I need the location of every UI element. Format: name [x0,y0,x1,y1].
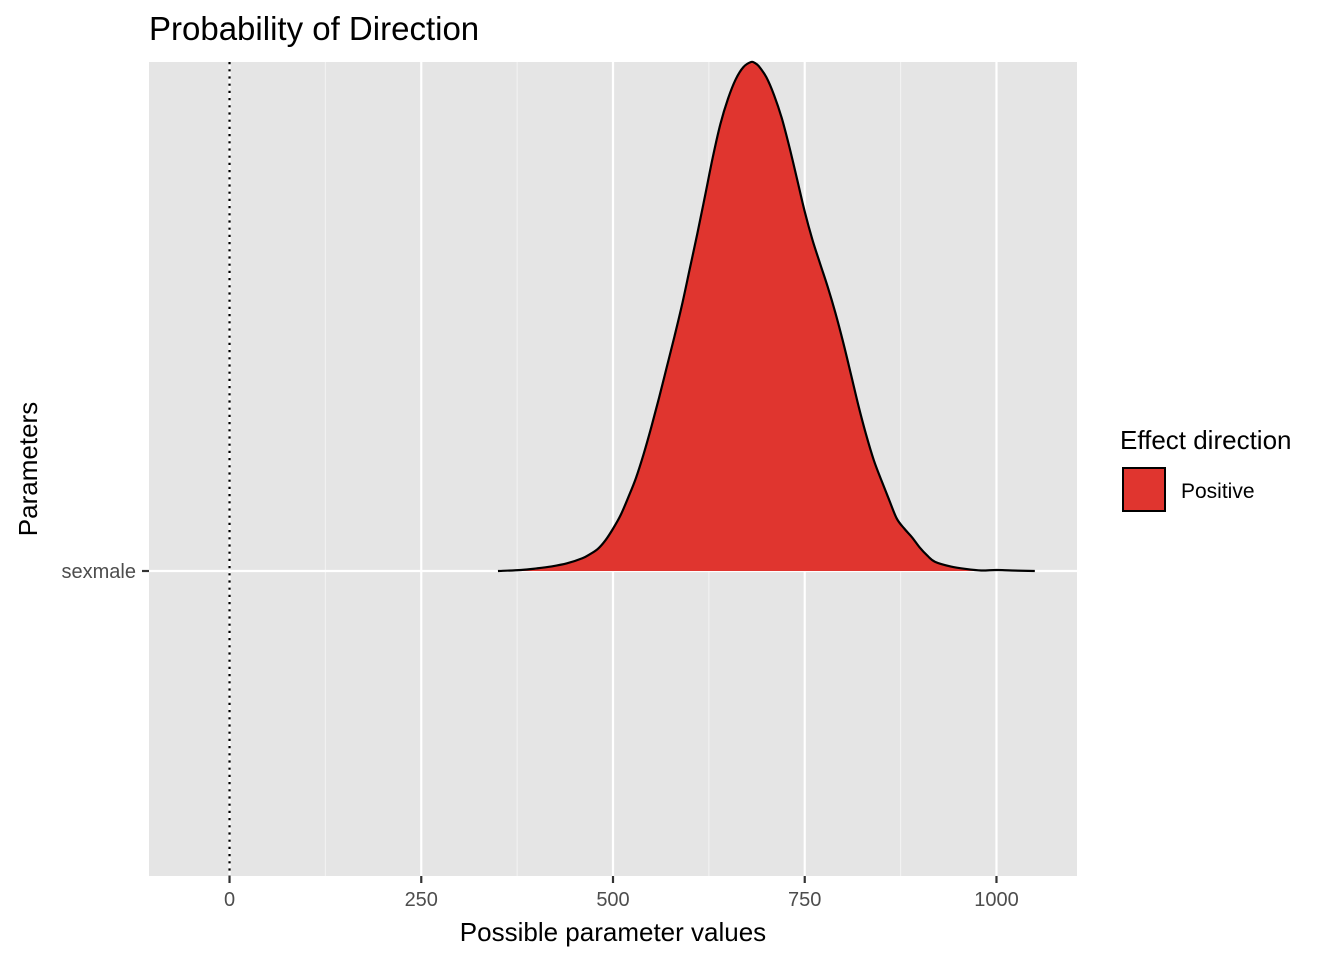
legend: Effect direction Positive [1120,425,1292,512]
x-axis: 0 250 500 750 1000 [224,876,1019,911]
y-axis: sexmale [62,561,149,583]
x-tick-label: 250 [405,889,438,911]
legend-title: Effect direction [1120,425,1292,455]
x-axis-title: Possible parameter values [460,917,766,947]
density-outline-sexmale [497,60,1035,573]
x-tick-label: 1000 [974,889,1019,911]
x-tick-label: 500 [596,889,629,911]
x-tick-label: 0 [224,889,235,911]
x-tick-label: 750 [788,889,821,911]
legend-label-positive: Positive [1181,480,1255,503]
y-axis-title: Parameters [13,402,43,536]
density-series [497,60,1035,573]
density-area-sexmale [497,61,1035,571]
chart-title: Probability of Direction [149,10,479,47]
y-tick-label: sexmale [62,561,136,583]
legend-key-positive [1122,467,1166,512]
